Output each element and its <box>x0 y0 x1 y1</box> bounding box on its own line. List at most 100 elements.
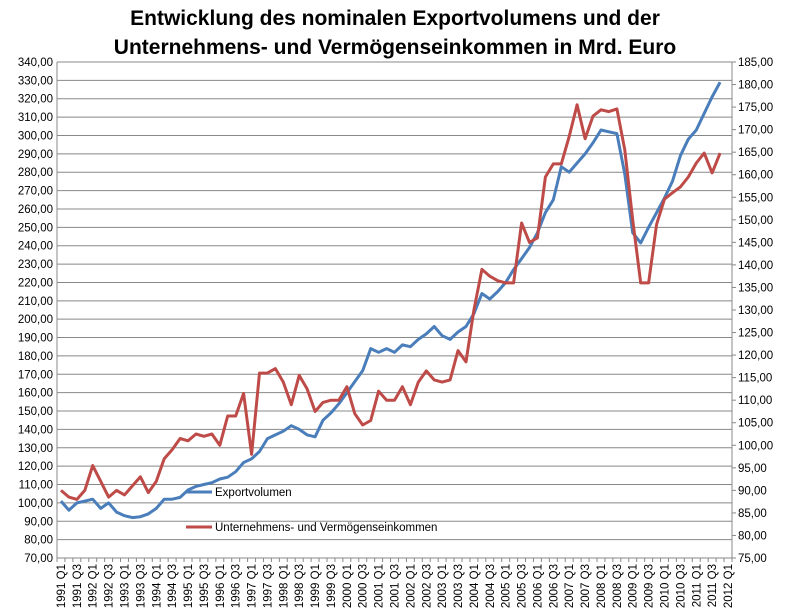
x-axis-tick-label: 2012 Q1 <box>723 564 735 608</box>
right-axis-tick-label: 180,00 <box>738 80 773 92</box>
left-axis-tick-label: 130,00 <box>18 443 53 455</box>
x-axis-tick-label: 2003 Q3 <box>453 564 465 608</box>
right-axis-tick-label: 150,00 <box>738 215 773 227</box>
x-axis-tick-label: 1993 Q3 <box>135 564 147 608</box>
x-axis-tick-label: 2007 Q3 <box>580 564 592 608</box>
x-axis-tick-label: 2006 Q3 <box>548 564 560 608</box>
x-axis-tick-label: 1992 Q1 <box>88 564 100 608</box>
x-axis-tick-label: 1996 Q1 <box>215 564 227 608</box>
x-axis-tick-label: 2009 Q1 <box>628 564 640 608</box>
right-axis-tick-label: 115,00 <box>738 373 772 385</box>
right-axis-tick-label: 165,00 <box>738 147 773 159</box>
left-axis-tick-label: 330,00 <box>18 75 53 87</box>
series-line-2 <box>60 103 722 501</box>
right-axis-tick-label: 135,00 <box>738 282 773 294</box>
left-axis-tick-label: 320,00 <box>18 94 53 106</box>
left-axis-tick-label: 220,00 <box>18 277 53 289</box>
right-axis-tick-label: 110,00 <box>738 395 772 407</box>
right-axis-tick-label: 155,00 <box>738 192 773 204</box>
right-axis-tick-label: 95,00 <box>738 463 767 475</box>
x-axis-tick-label: 1991 Q3 <box>72 564 84 608</box>
left-axis-tick-label: 70,00 <box>24 553 53 565</box>
right-axis-tick-label: 130,00 <box>738 305 773 317</box>
legend-label: Exportvolumen <box>215 487 292 499</box>
x-axis-tick-label: 1997 Q1 <box>247 564 259 608</box>
left-axis-tick-label: 150,00 <box>18 406 53 418</box>
x-axis-tick-label: 2005 Q3 <box>517 564 529 608</box>
x-axis-tick-label: 2002 Q1 <box>405 564 417 608</box>
chart-title: Entwicklung des nominalen Exportvolumens… <box>0 4 790 62</box>
x-axis-tick-label: 2011 Q1 <box>691 564 703 607</box>
right-axis-tick-label: 120,00 <box>738 350 773 362</box>
x-axis-tick-label: 1999 Q3 <box>326 564 338 608</box>
x-axis-tick-label: 2001 Q1 <box>374 564 386 608</box>
legend-label: Unternehmens- und Vermögenseinkommen <box>215 522 437 534</box>
x-axis-tick-label: 2000 Q3 <box>358 564 370 608</box>
left-axis-tick-label: 170,00 <box>18 369 53 381</box>
right-axis-tick-label: 105,00 <box>738 418 773 430</box>
x-axis-tick-label: 1994 Q1 <box>151 564 163 608</box>
chart-title-line-2: Unternehmens- und Vermögenseinkommen in … <box>113 36 677 59</box>
x-axis-tick-label: 2003 Q1 <box>437 564 449 608</box>
x-axis-tick-label: 2010 Q1 <box>660 564 672 608</box>
x-axis-tick-label: 1998 Q1 <box>278 564 290 608</box>
left-axis-tick-label: 110,00 <box>19 480 53 492</box>
left-axis-tick-label: 260,00 <box>18 204 53 216</box>
right-axis-tick-label: 75,00 <box>738 553 767 565</box>
right-axis-tick-label: 170,00 <box>738 125 773 137</box>
x-axis-tick-label: 2004 Q3 <box>485 564 497 608</box>
left-axis-tick-label: 270,00 <box>18 186 53 198</box>
x-axis-tick-label: 1998 Q3 <box>294 564 306 608</box>
left-axis-tick-label: 300,00 <box>18 130 53 142</box>
x-axis-tick-label: 2011 Q3 <box>707 564 719 607</box>
x-axis-tick-label: 1992 Q3 <box>104 564 116 608</box>
x-axis-tick-label: 2005 Q1 <box>501 564 513 608</box>
x-axis-tick-label: 1995 Q3 <box>199 564 211 608</box>
left-axis-tick-label: 100,00 <box>18 498 53 510</box>
x-axis-tick-label: 2008 Q3 <box>612 564 624 608</box>
x-axis-tick-label: 1993 Q1 <box>120 564 132 608</box>
left-axis-tick-label: 80,00 <box>24 535 53 547</box>
x-axis-tick-label: 2004 Q1 <box>469 564 481 608</box>
x-axis-tick-label: 1994 Q3 <box>167 564 179 608</box>
left-axis-tick-label: 210,00 <box>18 296 53 308</box>
x-axis-tick-label: 1997 Q3 <box>262 564 274 608</box>
x-axis-tick-label: 1999 Q1 <box>310 564 322 608</box>
left-axis-tick-label: 90,00 <box>24 516 53 528</box>
left-axis-tick-label: 340,00 <box>18 57 53 69</box>
x-axis-tick-label: 2009 Q3 <box>644 564 656 608</box>
series-line-1 <box>59 81 722 520</box>
right-axis-tick-label: 175,00 <box>738 102 773 114</box>
right-axis-tick-label: 160,00 <box>738 170 773 182</box>
x-axis-tick-label: 2010 Q3 <box>675 564 687 608</box>
left-axis-tick-label: 190,00 <box>18 333 53 345</box>
x-axis-tick-label: 1991 Q1 <box>56 564 68 608</box>
left-axis-tick-label: 310,00 <box>18 112 53 124</box>
x-axis-tick-label: 2007 Q1 <box>564 564 576 608</box>
chart-title-line-1: Entwicklung des nominalen Exportvolumens… <box>130 7 660 30</box>
left-axis-tick-label: 280,00 <box>18 167 53 179</box>
x-axis-tick-label: 1996 Q3 <box>231 564 243 608</box>
right-axis-tick-label: 145,00 <box>738 237 773 249</box>
left-axis-tick-label: 240,00 <box>18 241 53 253</box>
left-axis-tick-label: 180,00 <box>18 351 53 363</box>
x-axis-tick-label: 2000 Q1 <box>342 564 354 608</box>
left-axis-tick-label: 290,00 <box>18 149 53 161</box>
x-axis-tick-label: 1995 Q1 <box>183 564 195 608</box>
left-axis-tick-label: 250,00 <box>18 222 53 234</box>
x-axis-tick-label: 2006 Q1 <box>532 564 544 608</box>
right-axis-tick-label: 80,00 <box>738 530 767 542</box>
x-axis-tick-label: 2008 Q1 <box>596 564 608 608</box>
left-axis-tick-label: 230,00 <box>18 259 53 271</box>
left-axis-tick-label: 140,00 <box>18 424 53 436</box>
x-axis-tick-label: 2001 Q3 <box>390 564 402 608</box>
right-axis-tick-label: 90,00 <box>738 485 767 497</box>
right-axis-tick-label: 185,00 <box>738 57 773 69</box>
right-axis-tick-label: 85,00 <box>738 508 767 520</box>
left-axis-tick-label: 200,00 <box>18 314 53 326</box>
right-axis-tick-label: 125,00 <box>738 328 773 340</box>
right-axis-tick-label: 140,00 <box>738 260 773 272</box>
x-axis-tick-label: 2002 Q3 <box>421 564 433 608</box>
right-axis-tick-label: 100,00 <box>738 440 773 452</box>
